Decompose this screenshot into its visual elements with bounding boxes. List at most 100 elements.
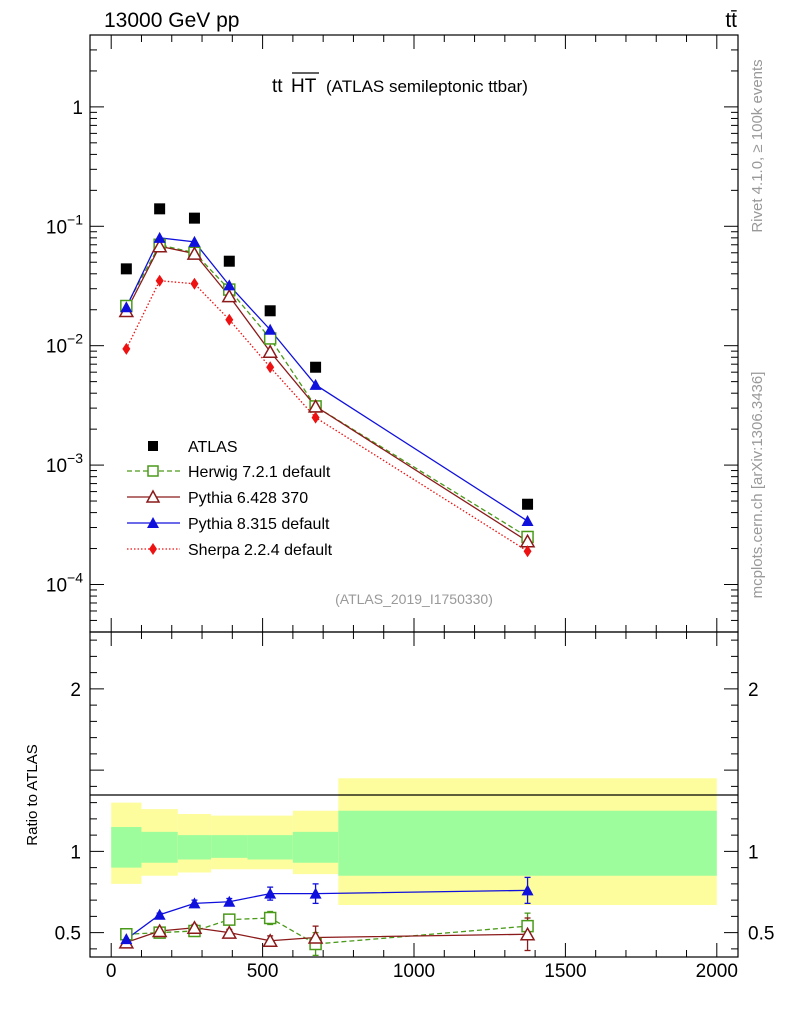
legend-item-sherpa: Sherpa 2.2.4 default: [127, 542, 333, 559]
x-tick-label: 1000: [393, 961, 435, 982]
ratio-band-inner: [292, 831, 339, 863]
analysis-id-label: (ATLAS_2019_I1750330): [335, 591, 493, 607]
main-point-pythia8: [120, 301, 133, 313]
ratio-point-pythia8: [521, 884, 534, 896]
legend-herwig-marker: [147, 465, 159, 477]
main-point-atlas: [310, 361, 322, 373]
legend-item-pythia8: Pythia 8.315 default: [127, 516, 330, 533]
main-y-tick-base: 10: [46, 337, 67, 358]
main-y-tick-base: 1: [72, 98, 83, 119]
legend-atlas-marker: [148, 441, 158, 451]
ratio-point-pythia6: [519, 926, 536, 941]
main-point-sherpa: [266, 361, 275, 374]
energy-label: 13000 GeV pp: [104, 9, 239, 32]
main-line-pythia6: [125, 245, 528, 542]
ratio-y-axis-label: Ratio to ATLAS: [24, 744, 41, 845]
ratio-uncertainty-bands: [111, 778, 717, 905]
x-tick-label: 1500: [544, 961, 586, 982]
main-point-pythia6: [186, 246, 203, 260]
legend-herwig-label: Herwig 7.2.1 default: [188, 464, 331, 481]
ratio-y-tick-label-right: 1: [748, 842, 759, 863]
legend-pythia6-marker: [145, 489, 161, 503]
process-label: tt̄: [725, 9, 737, 32]
ratio-axis-ticks: [90, 632, 738, 957]
main-point-pythia8: [264, 323, 277, 335]
ratio-line-pythia6: [126, 927, 528, 943]
main-y-tick-labels: 110−110−210−310−4: [46, 98, 83, 597]
main-point-atlas: [154, 203, 166, 215]
ratio-panel: 0.5 0.5 1 1 2 2 0 500 1000 1500 2000 Ratio to ATLA…: [24, 631, 774, 982]
ratio-band-inner: [111, 827, 142, 868]
ratio-band-inner: [141, 831, 178, 863]
ratio-point-pythia6: [186, 920, 203, 934]
main-y-tick-label: 1: [72, 98, 83, 119]
ratio-point-pythia8: [223, 895, 236, 907]
legend: ATLAS Herwig 7.2.1 default Pythia 6.428 …: [127, 439, 333, 559]
main-series-markers: [118, 203, 536, 558]
main-panel: 110−110−210−310−4 tt HT (ATLAS semilepto…: [46, 34, 739, 633]
main-point-atlas: [120, 263, 132, 275]
ratio-point-herwig: [223, 913, 236, 926]
main-point-pythia8: [188, 235, 201, 247]
ratio-line-herwig: [126, 917, 528, 945]
main-point-atlas: [223, 255, 235, 267]
plot-title-suffix: (ATLAS semileptonic ttbar): [326, 77, 528, 96]
ratio-y-tick-label-right: 2: [748, 680, 759, 701]
plot-title-main: tt: [272, 76, 283, 97]
ratio-series-markers: [118, 884, 536, 951]
ratio-y-tick-label-right: 0.5: [748, 924, 774, 945]
main-y-tick-base: 10: [46, 217, 67, 238]
main-point-sherpa: [225, 313, 234, 326]
ratio-point-pythia8: [153, 908, 166, 920]
legend-item-atlas: ATLAS: [148, 439, 238, 456]
main-point-atlas: [188, 212, 200, 224]
legend-sherpa-label: Sherpa 2.2.4 default: [188, 542, 333, 559]
main-y-tick-label: 10−1: [46, 211, 83, 238]
ratio-frame: [89, 631, 739, 958]
x-tick-label: 500: [247, 961, 279, 982]
ratio-y-tick-label-left: 2: [70, 680, 81, 701]
ratio-point-pythia8: [264, 887, 277, 899]
legend-pythia8-label: Pythia 8.315 default: [188, 516, 330, 533]
legend-item-herwig: Herwig 7.2.1 default: [127, 464, 331, 481]
main-point-pythia6: [151, 238, 168, 253]
legend-pythia6-label: Pythia 6.428 370: [188, 490, 308, 507]
ratio-point-herwig: [263, 911, 277, 925]
ratio-point-pythia8: [120, 933, 133, 945]
ratio-point-pythia8: [309, 887, 322, 899]
main-point-sherpa: [190, 277, 199, 290]
x-tick-label: 2000: [696, 961, 738, 982]
main-y-tick-label: 10−3: [46, 450, 83, 477]
main-point-pythia8: [309, 378, 322, 390]
main-point-sherpa: [523, 545, 532, 558]
main-y-tick-exponent: −1: [67, 211, 83, 227]
rivet-version-label: Rivet 4.1.0, ≥ 100k events: [749, 59, 766, 232]
main-series-lines: [125, 237, 528, 552]
main-line-sherpa: [125, 280, 528, 552]
ratio-point-pythia6: [262, 933, 278, 947]
main-point-atlas: [522, 498, 534, 510]
main-point-sherpa: [155, 274, 164, 287]
main-y-tick-label: 10−4: [46, 569, 83, 596]
main-axis-ticks: [90, 34, 738, 633]
legend-item-pythia6: Pythia 6.428 370: [127, 489, 308, 507]
legend-atlas-label: ATLAS: [188, 439, 238, 456]
main-point-pythia8: [153, 231, 166, 243]
main-y-tick-exponent: −3: [67, 450, 83, 466]
ratio-band-inner: [247, 835, 293, 860]
ratio-y-tick-label-left: 0.5: [55, 924, 81, 945]
plot-title-overlined: HT: [291, 76, 317, 97]
main-y-tick-base: 10: [46, 575, 67, 596]
main-point-pythia8: [521, 515, 534, 527]
mcplots-label: mcplots.cern.ch [arXiv:1306.3436]: [749, 372, 766, 599]
main-y-tick-exponent: −2: [67, 331, 83, 347]
ratio-point-pythia6: [307, 929, 324, 944]
ratio-y-tick-label-left: 1: [70, 842, 81, 863]
main-line-herwig: [125, 244, 528, 538]
x-tick-label: 0: [106, 961, 117, 982]
main-point-pythia8: [223, 279, 236, 291]
ratio-point-pythia6: [151, 923, 168, 938]
main-y-tick-base: 10: [46, 456, 67, 477]
main-point-pythia6: [262, 344, 278, 358]
